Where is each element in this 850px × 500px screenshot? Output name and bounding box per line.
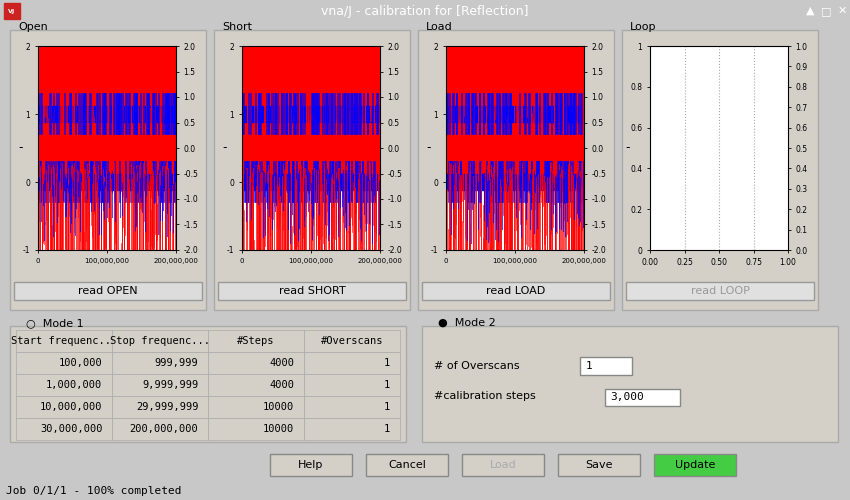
Text: Load: Load: [490, 460, 516, 470]
Text: 1: 1: [586, 361, 592, 371]
Text: Short: Short: [222, 22, 252, 32]
Text: ✕: ✕: [837, 6, 847, 16]
Text: 3,000: 3,000: [610, 392, 643, 402]
Text: read LOAD: read LOAD: [486, 286, 546, 296]
Text: ○  Mode 1: ○ Mode 1: [26, 318, 83, 328]
Text: Connect the 0 Ohm load to
the DUT connector.: Connect the 0 Ohm load to the DUT connec…: [218, 367, 369, 390]
Text: Help: Help: [298, 460, 324, 470]
Text: □: □: [821, 6, 831, 16]
Text: vna/J - calibration for [Reflection]: vna/J - calibration for [Reflection]: [321, 4, 529, 18]
Text: Load: Load: [426, 22, 453, 32]
Text: read LOOP: read LOOP: [690, 286, 750, 296]
Text: Update: Update: [675, 460, 715, 470]
Text: ●  Mode 2: ● Mode 2: [438, 318, 496, 328]
Text: Cancel: Cancel: [388, 460, 426, 470]
Bar: [580, 357, 632, 374]
Bar: [654, 454, 736, 476]
Bar: [4, 3, 20, 19]
Text: read OPEN: read OPEN: [78, 286, 138, 296]
Text: Leave DUT and DET open.: Leave DUT and DET open.: [14, 380, 159, 390]
Bar: [422, 282, 610, 300]
Text: Save: Save: [586, 460, 613, 470]
Text: Open: Open: [18, 22, 48, 32]
Bar: [626, 282, 814, 300]
Text: #calibration steps: #calibration steps: [434, 391, 536, 401]
Text: -: -: [626, 380, 630, 390]
Text: Job 0/1/1 - 100% completed: Job 0/1/1 - 100% completed: [6, 486, 182, 496]
Bar: [462, 454, 544, 476]
Text: -: -: [19, 142, 23, 154]
Bar: [14, 282, 202, 300]
Text: Connect the 50 Ohm
standard to the DUT
connector.: Connect the 50 Ohm standard to the DUT c…: [422, 354, 538, 390]
Bar: [218, 282, 406, 300]
Text: -: -: [427, 142, 431, 154]
Bar: [558, 454, 640, 476]
Text: -: -: [223, 142, 227, 154]
Bar: [366, 454, 448, 476]
Text: read SHORT: read SHORT: [279, 286, 345, 296]
Text: -: -: [625, 142, 630, 154]
Text: ▲: ▲: [806, 6, 814, 16]
Bar: [270, 454, 352, 476]
Text: Loop: Loop: [630, 22, 656, 32]
Text: VJ: VJ: [8, 8, 15, 14]
Text: # of Overscans: # of Overscans: [434, 361, 519, 371]
Bar: [605, 388, 680, 406]
